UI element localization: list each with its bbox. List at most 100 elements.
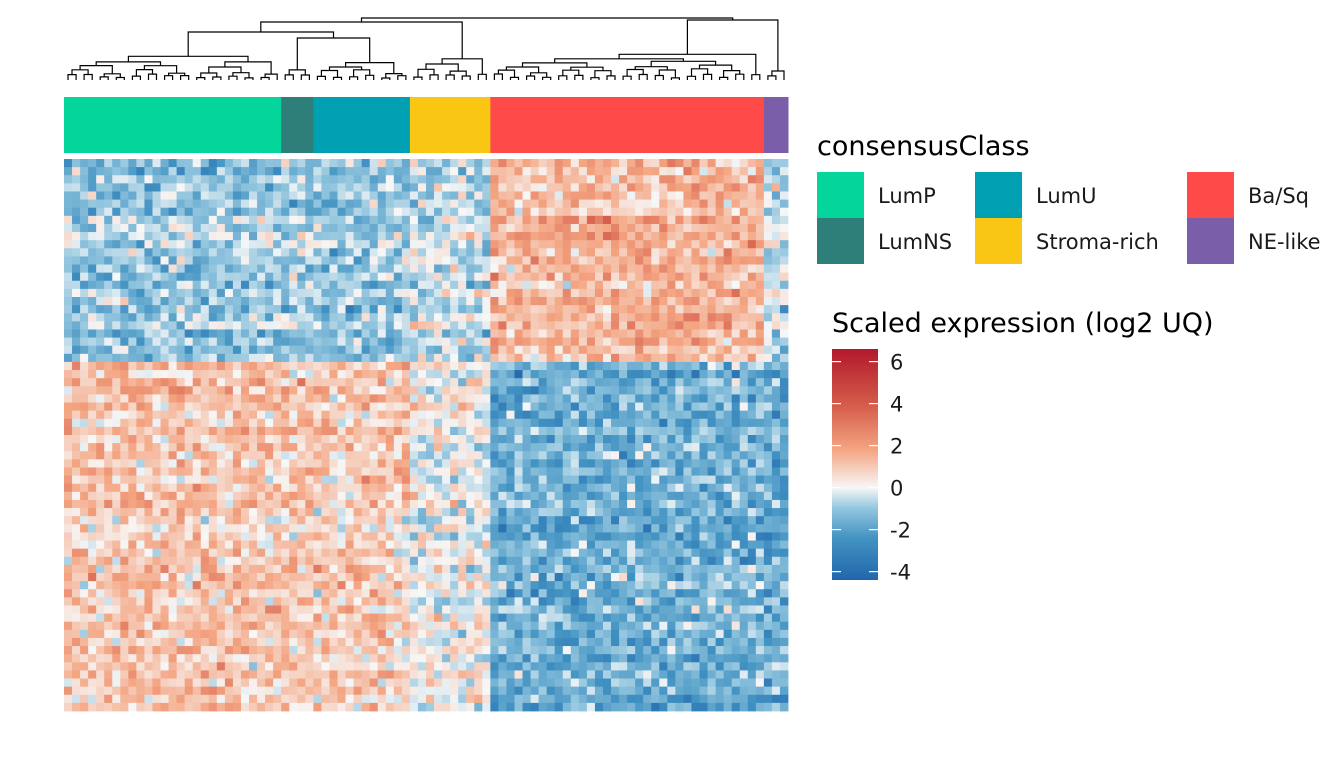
heatmap-cell bbox=[297, 167, 306, 176]
heatmap-cell bbox=[289, 207, 298, 217]
heatmap-cell bbox=[707, 329, 716, 338]
heatmap-cell bbox=[691, 264, 700, 274]
heatmap-cell bbox=[345, 410, 354, 420]
heatmap-cell bbox=[216, 256, 226, 265]
heatmap-cell bbox=[353, 418, 363, 428]
heatmap-cell bbox=[747, 508, 757, 517]
heatmap-cell bbox=[337, 297, 346, 306]
heatmap-cell bbox=[546, 305, 556, 314]
heatmap-cell bbox=[474, 564, 483, 574]
heatmap-cell bbox=[216, 508, 226, 517]
heatmap-cell bbox=[313, 532, 322, 541]
heatmap-cell bbox=[200, 183, 210, 192]
heatmap-cell bbox=[385, 475, 395, 485]
heatmap-cell bbox=[321, 280, 330, 290]
heatmap-cell bbox=[594, 199, 604, 209]
heatmap-cell bbox=[546, 313, 556, 322]
heatmap-cell bbox=[281, 524, 290, 533]
heatmap-cell bbox=[611, 589, 620, 598]
heatmap-cell bbox=[208, 305, 218, 314]
heatmap-cell bbox=[377, 443, 387, 452]
heatmap-cell bbox=[385, 573, 395, 582]
heatmap-cell bbox=[297, 548, 306, 558]
heatmap-cell bbox=[345, 280, 354, 290]
heatmap-cell bbox=[273, 540, 282, 550]
heatmap-cell bbox=[562, 402, 572, 412]
heatmap-cell bbox=[393, 435, 403, 444]
heatmap-cell bbox=[96, 508, 105, 517]
heatmap-cell bbox=[144, 297, 153, 306]
heatmap-cell bbox=[200, 175, 210, 184]
heatmap-cell bbox=[651, 264, 660, 274]
heatmap-cell bbox=[208, 443, 218, 452]
heatmap-cell bbox=[377, 240, 387, 249]
heatmap-cell bbox=[450, 223, 459, 233]
heatmap-cell bbox=[562, 556, 572, 566]
heatmap-cell bbox=[643, 361, 652, 371]
heatmap-cell bbox=[136, 321, 145, 330]
heatmap-cell bbox=[554, 467, 564, 476]
heatmap-cell bbox=[361, 337, 371, 347]
annotation-segment bbox=[281, 97, 314, 153]
heatmap-cell bbox=[152, 386, 161, 395]
heatmap-cell bbox=[530, 207, 540, 217]
heatmap-cell bbox=[619, 402, 628, 412]
heatmap-cell bbox=[723, 386, 733, 395]
heatmap-cell bbox=[546, 337, 556, 347]
heatmap-cell bbox=[273, 508, 282, 517]
heatmap-cell bbox=[417, 556, 427, 566]
heatmap-cell bbox=[659, 418, 668, 428]
heatmap-cell bbox=[643, 240, 652, 249]
heatmap-cell bbox=[80, 313, 89, 322]
heatmap-cell bbox=[305, 556, 314, 566]
heatmap-cell bbox=[168, 321, 178, 330]
heatmap-cell bbox=[88, 167, 97, 176]
heatmap-cell bbox=[409, 451, 419, 460]
heatmap-cell bbox=[393, 361, 403, 371]
heatmap-cell bbox=[619, 175, 628, 184]
heatmap-cell bbox=[385, 215, 395, 225]
heatmap-cell bbox=[562, 215, 572, 225]
heatmap-cell bbox=[361, 280, 371, 290]
heatmap-cell bbox=[627, 402, 636, 412]
heatmap-cell bbox=[699, 508, 708, 517]
heatmap-cell bbox=[96, 337, 105, 347]
heatmap-cell bbox=[208, 532, 218, 541]
heatmap-cell bbox=[482, 329, 491, 338]
heatmap-cell bbox=[707, 556, 716, 566]
heatmap-cell bbox=[160, 167, 169, 176]
heatmap-cell bbox=[192, 167, 202, 176]
heatmap-cell bbox=[120, 199, 129, 209]
heatmap-cell bbox=[562, 159, 572, 168]
heatmap-cell bbox=[281, 410, 290, 420]
heatmap-cell bbox=[763, 556, 773, 566]
heatmap-cell bbox=[216, 280, 226, 290]
heatmap-cell bbox=[771, 524, 781, 533]
heatmap-cell bbox=[168, 459, 178, 468]
heatmap-cell bbox=[377, 232, 387, 241]
heatmap-cell bbox=[434, 232, 443, 241]
heatmap-cell bbox=[152, 280, 161, 290]
heatmap-cell bbox=[442, 370, 451, 379]
heatmap-cell bbox=[80, 443, 89, 452]
heatmap-cell bbox=[739, 175, 749, 184]
heatmap-cell bbox=[434, 418, 443, 428]
heatmap-cell bbox=[80, 345, 89, 355]
heatmap-cell bbox=[699, 573, 708, 582]
heatmap-cell bbox=[377, 199, 387, 209]
heatmap-cell bbox=[377, 370, 387, 379]
heatmap-cell bbox=[771, 159, 781, 168]
heatmap-cell bbox=[538, 483, 548, 493]
heatmap-cell bbox=[329, 459, 338, 468]
heatmap-cell bbox=[699, 418, 708, 428]
heatmap-cell bbox=[635, 516, 644, 525]
heatmap-cell bbox=[240, 256, 250, 265]
heatmap-cell bbox=[377, 524, 387, 533]
heatmap-cell bbox=[490, 305, 499, 314]
heatmap-cell bbox=[619, 573, 628, 582]
heatmap-cell bbox=[337, 475, 346, 485]
heatmap-cell bbox=[216, 499, 226, 509]
heatmap-cell bbox=[522, 499, 531, 509]
heatmap-cell bbox=[651, 167, 660, 176]
heatmap-cell bbox=[699, 475, 708, 485]
